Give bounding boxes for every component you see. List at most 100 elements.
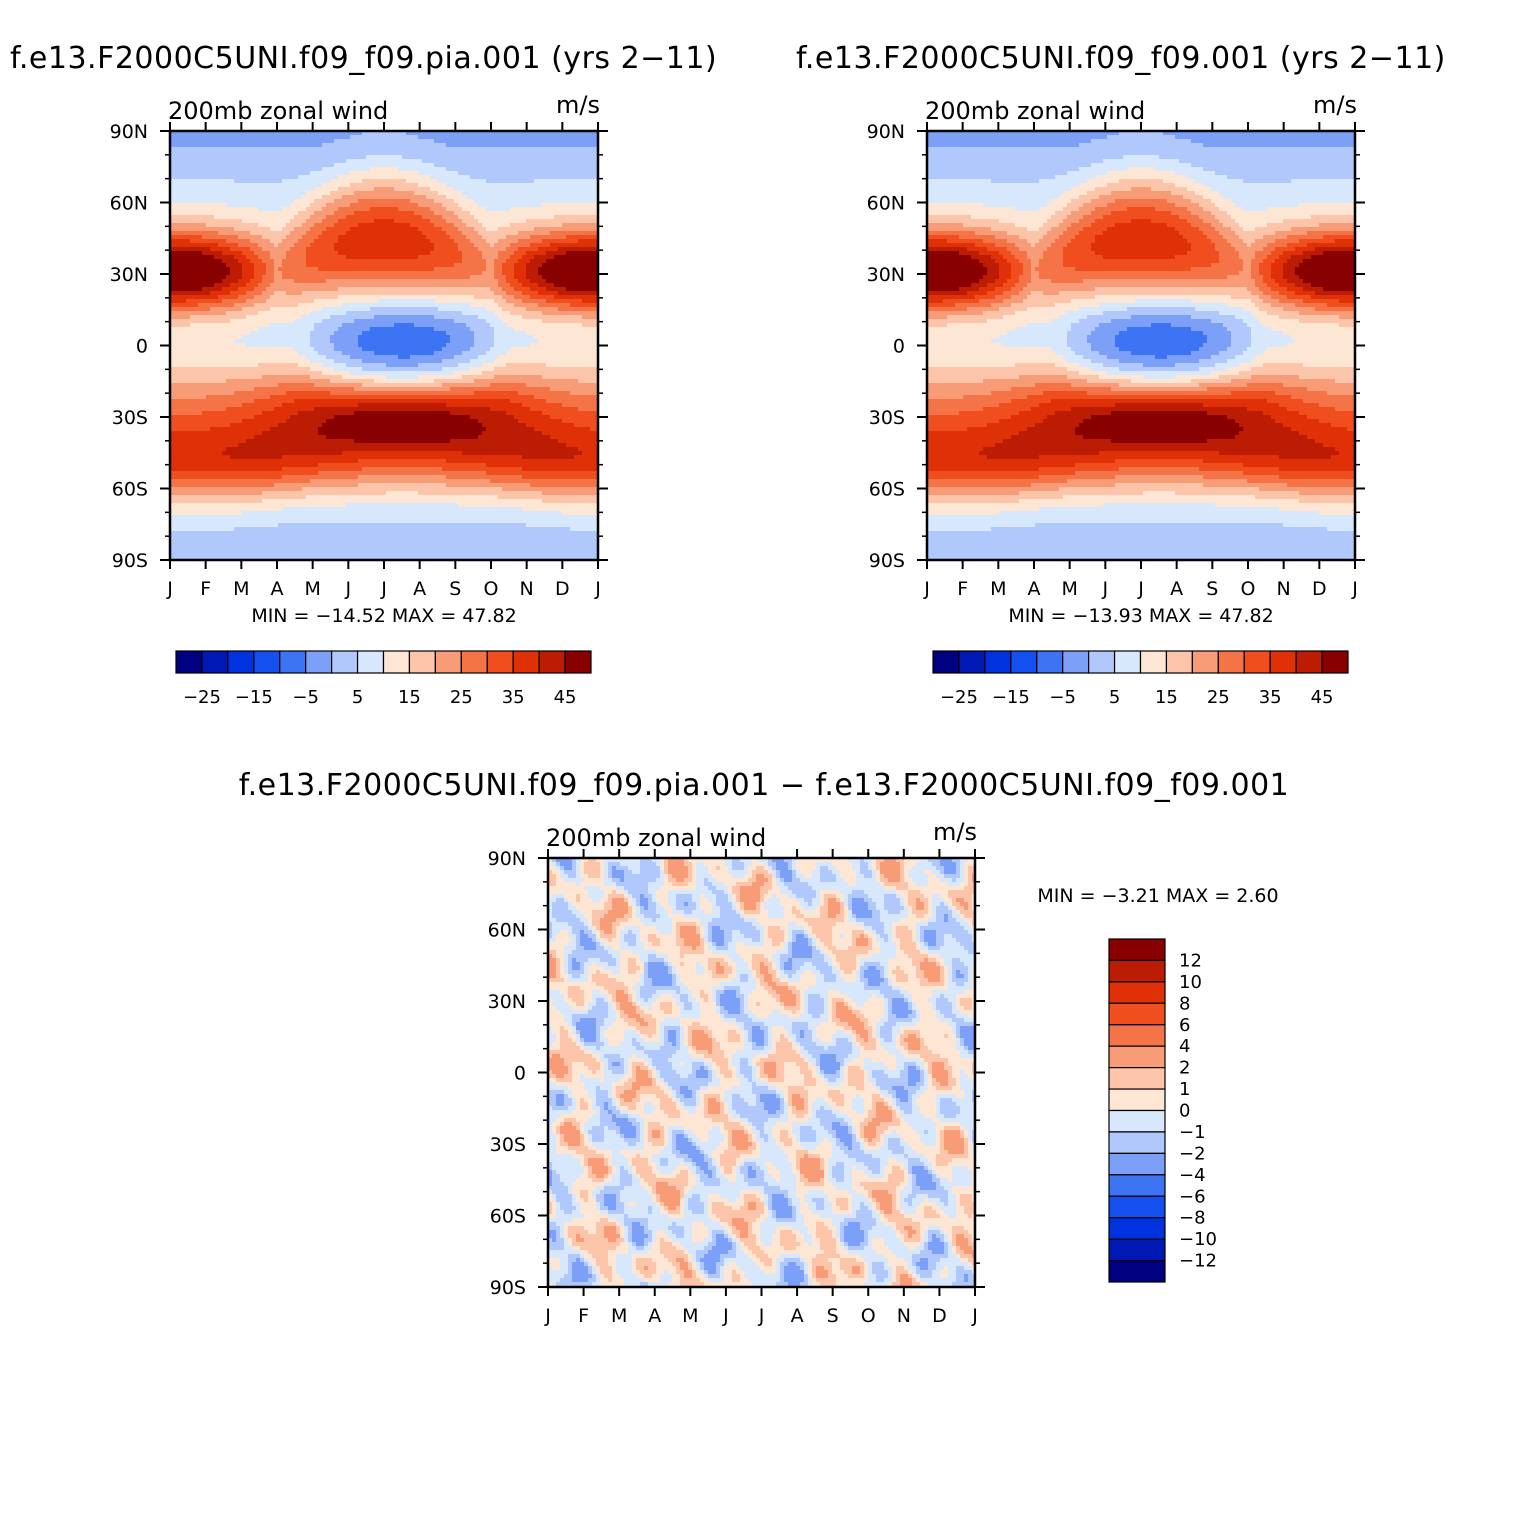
contour-cell — [238, 263, 243, 268]
contour-cell — [262, 143, 267, 148]
contour-cell — [526, 307, 531, 312]
contour-cell — [382, 131, 387, 136]
contour-cell — [378, 199, 383, 204]
contour-cell — [530, 167, 535, 172]
contour-cell — [214, 143, 219, 148]
contour-cell — [486, 295, 491, 300]
contour-cell — [482, 283, 487, 288]
contour-cell — [294, 247, 299, 252]
contour-cell — [354, 187, 359, 192]
contour-cell — [374, 195, 379, 200]
contour-cell — [538, 147, 543, 152]
contour-cell — [542, 215, 547, 220]
contour-cell — [510, 151, 515, 156]
contour-cell — [366, 135, 371, 140]
contour-cell — [542, 227, 547, 232]
contour-cell — [358, 267, 363, 272]
contour-cell — [482, 155, 487, 160]
contour-cell — [594, 171, 598, 176]
contour-cell — [202, 147, 207, 152]
contour-cell — [358, 187, 363, 192]
contour-cell — [554, 151, 559, 156]
contour-cell — [230, 159, 235, 164]
contour-cell — [170, 307, 175, 312]
contour-cell — [446, 267, 451, 272]
contour-cell — [326, 271, 331, 276]
contour-cell — [282, 231, 287, 236]
contour-cell — [558, 239, 563, 244]
contour-cell — [258, 307, 263, 312]
contour-cell — [514, 235, 519, 240]
contour-cell — [406, 267, 411, 272]
contour-cell — [258, 147, 263, 152]
contour-cell — [518, 183, 523, 188]
contour-cell — [394, 275, 399, 280]
contour-cell — [366, 215, 371, 220]
contour-cell — [554, 291, 559, 296]
contour-cell — [386, 175, 391, 180]
contour-cell — [418, 251, 423, 256]
contour-cell — [414, 283, 419, 288]
contour-cell — [518, 147, 523, 152]
contour-cell — [262, 247, 267, 252]
contour-cell — [394, 231, 399, 236]
contour-cell — [210, 159, 215, 164]
contour-cell — [262, 271, 267, 276]
contour-cell — [474, 235, 479, 240]
contour-cell — [190, 155, 195, 160]
contour-cell — [350, 255, 355, 260]
contour-cell — [490, 235, 495, 240]
contour-cell — [390, 287, 395, 292]
contour-cell — [254, 311, 259, 316]
contour-cell — [426, 147, 431, 152]
contour-cell — [578, 171, 583, 176]
contour-cell — [322, 247, 327, 252]
contour-cell — [586, 151, 591, 156]
contour-cell — [258, 211, 263, 216]
contour-cell — [438, 211, 443, 216]
contour-cell — [570, 187, 575, 192]
contour-cell — [262, 155, 267, 160]
contour-cell — [534, 135, 539, 140]
contour-cell — [406, 243, 411, 248]
contour-cell — [350, 135, 355, 140]
contour-cell — [242, 239, 247, 244]
contour-cell — [530, 143, 535, 148]
contour-cell — [330, 131, 335, 136]
contour-cell — [410, 151, 415, 156]
contour-cell — [394, 267, 399, 272]
contour-cell — [246, 183, 251, 188]
contour-cell — [326, 175, 331, 180]
contour-cell — [318, 307, 323, 312]
contour-cell — [210, 179, 215, 184]
contour-cell — [522, 287, 527, 292]
contour-cell — [502, 159, 507, 164]
contour-cell — [238, 299, 243, 304]
contour-cell — [190, 163, 195, 168]
contour-cell — [366, 295, 371, 300]
contour-cell — [294, 267, 299, 272]
contour-cell — [502, 255, 507, 260]
contour-cell — [558, 275, 563, 280]
contour-cell — [198, 195, 203, 200]
contour-cell — [210, 299, 215, 304]
contour-cell — [222, 303, 227, 308]
contour-cell — [546, 179, 551, 184]
contour-cell — [514, 239, 519, 244]
contour-cell — [402, 279, 407, 284]
contour-cell — [322, 139, 327, 144]
contour-cell — [190, 187, 195, 192]
contour-cell — [338, 219, 343, 224]
contour-cell — [190, 267, 195, 272]
contour-cell — [238, 255, 243, 260]
contour-cell — [538, 271, 543, 276]
contour-cell — [574, 283, 579, 288]
contour-cell — [302, 151, 307, 156]
contour-cell — [210, 251, 215, 256]
contour-cell — [266, 279, 271, 284]
contour-cell — [422, 247, 427, 252]
contour-cell — [454, 203, 459, 208]
contour-cell — [250, 235, 255, 240]
contour-cell — [362, 191, 367, 196]
contour-cell — [402, 239, 407, 244]
